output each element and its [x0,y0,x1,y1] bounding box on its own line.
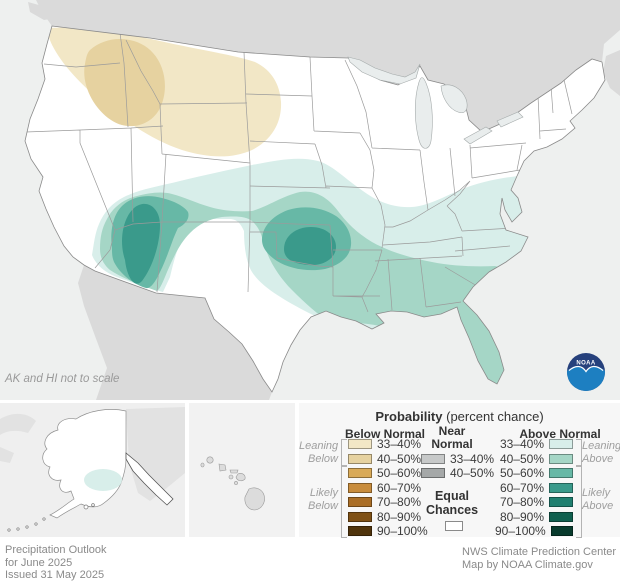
island-molokai [229,469,239,474]
island-maui [235,473,246,482]
legend-row-near-0: 33–40% [421,452,494,466]
noaa-logo: NOAA [567,353,605,391]
lake-huron [440,84,468,113]
region-below-40-50 [84,39,165,127]
bracket-leaning-above [576,439,582,466]
maritime-canada-landmass [603,50,620,96]
alaska-inset-map [0,403,185,537]
scale-note: AK and HI not to scale [5,373,120,385]
legend-swatch-below-3 [348,482,372,493]
footer-source: NWS Climate Prediction Center [462,546,617,558]
legend-swatch-below-6 [348,525,372,536]
footer-bar: Precipitation Outlook for June 2025 Issu… [0,540,620,585]
island-hawaii [244,487,265,511]
legend-row-above-3: 60–70% [495,481,573,495]
legend-swatch-above-2 [549,467,573,478]
legend-swatch-above-3 [549,482,573,493]
footer-credits: NWS Climate Prediction Center Map by NOA… [462,546,616,572]
legend-title: Probability (percent chance) [299,409,620,424]
probability-legend: Probability (percent chance) Below Norma… [299,403,620,538]
legend-swatch-below-5 [348,511,372,522]
hawaiian-islands [200,456,265,511]
island-niihau [200,462,205,468]
mexico-landmass [78,265,272,400]
vancouver-island [28,2,56,20]
legend-equal-chances-label: Equal Chances [425,489,479,517]
lake-ontario [496,111,524,128]
legend-row-below-5: 80–90% [348,510,421,524]
bracket-leaning-below [341,439,347,466]
island-kauai [206,456,214,464]
legend-row-above-4: 70–80% [495,495,573,509]
legend-row-above-0: 33–40% [495,437,573,451]
legend-swatch-below-4 [348,496,372,507]
legend-title-bold: Probability [375,409,443,424]
lake-michigan [414,77,433,149]
label-likely-above: Likely Above [582,487,614,512]
footer-map-credit: Map by NOAA Climate.gov [462,559,593,571]
label-leaning-below: Leaning Below [299,440,339,465]
island-lanai [228,474,234,480]
legend-swatch-below-2 [348,467,372,478]
island-oahu [218,463,227,472]
footer-issued-date: Issued 31 May 2025 [5,569,105,581]
alaska-panhandle [125,452,174,506]
bracket-likely-below [341,466,347,538]
legend-row-above-6: 90–100% [495,524,573,538]
region-above-60-70-plains [284,227,336,266]
hawaii-inset-background [189,403,295,537]
siberia-landmass-2 [0,447,14,463]
legend-swatch-below-0 [348,438,372,449]
legend-row-below-0: 33–40% [348,437,421,451]
legend-row-below-3: 60–70% [348,481,421,495]
legend-row-below-1: 40–50% [348,452,421,466]
lake-superior [347,56,421,85]
legend-swatch-near-1 [421,467,445,478]
legend-row-above-5: 80–90% [495,510,573,524]
legend-swatch-near-0 [421,453,445,464]
legend-swatch-below-1 [348,453,372,464]
noaa-logo-text: NOAA [576,361,596,367]
great-lakes [347,56,524,149]
legend-header-below: Below Normal [344,427,425,441]
legend-title-tail: (percent chance) [442,409,544,424]
footer-title: Precipitation Outlook [5,544,107,556]
legend-swatch-above-5 [549,511,573,522]
legend-header-near: Near Normal [431,424,473,451]
label-likely-below: Likely Below [308,487,338,512]
legend-row-below-6: 90–100% [348,524,428,538]
legend-swatch-above-6 [550,525,573,536]
lake-erie [463,126,493,145]
legend-row-above-1: 40–50% [495,452,573,466]
region-above-60-70-southwest [122,203,160,284]
alaska-region-above-33-40 [84,469,122,491]
legend-swatch-above-0 [549,438,573,449]
hawaii-inset-map [189,403,295,537]
legend-row-below-2: 50–60% [348,466,421,480]
aleutian-islands [7,503,95,532]
footer-outlook-info: Precipitation Outlook for June 2025 Issu… [5,544,107,582]
bracket-likely-above [576,466,582,538]
legend-row-below-4: 70–80% [348,495,421,509]
conus-outlook-map: NOAA [0,0,620,400]
legend-header-above: Above Normal [519,427,601,441]
legend-swatch-equal-chances [445,521,463,531]
footer-valid-period: for June 2025 [5,556,73,569]
state-borders [25,32,573,313]
legend-row-near-1: 40–50% [421,466,494,480]
legend-swatch-above-4 [549,496,573,507]
siberia-landmass [0,413,36,435]
label-leaning-above: Leaning Above [582,440,620,465]
island-kahoolawe [234,481,238,485]
legend-swatch-above-1 [549,453,573,464]
legend-row-above-2: 50–60% [495,466,573,480]
